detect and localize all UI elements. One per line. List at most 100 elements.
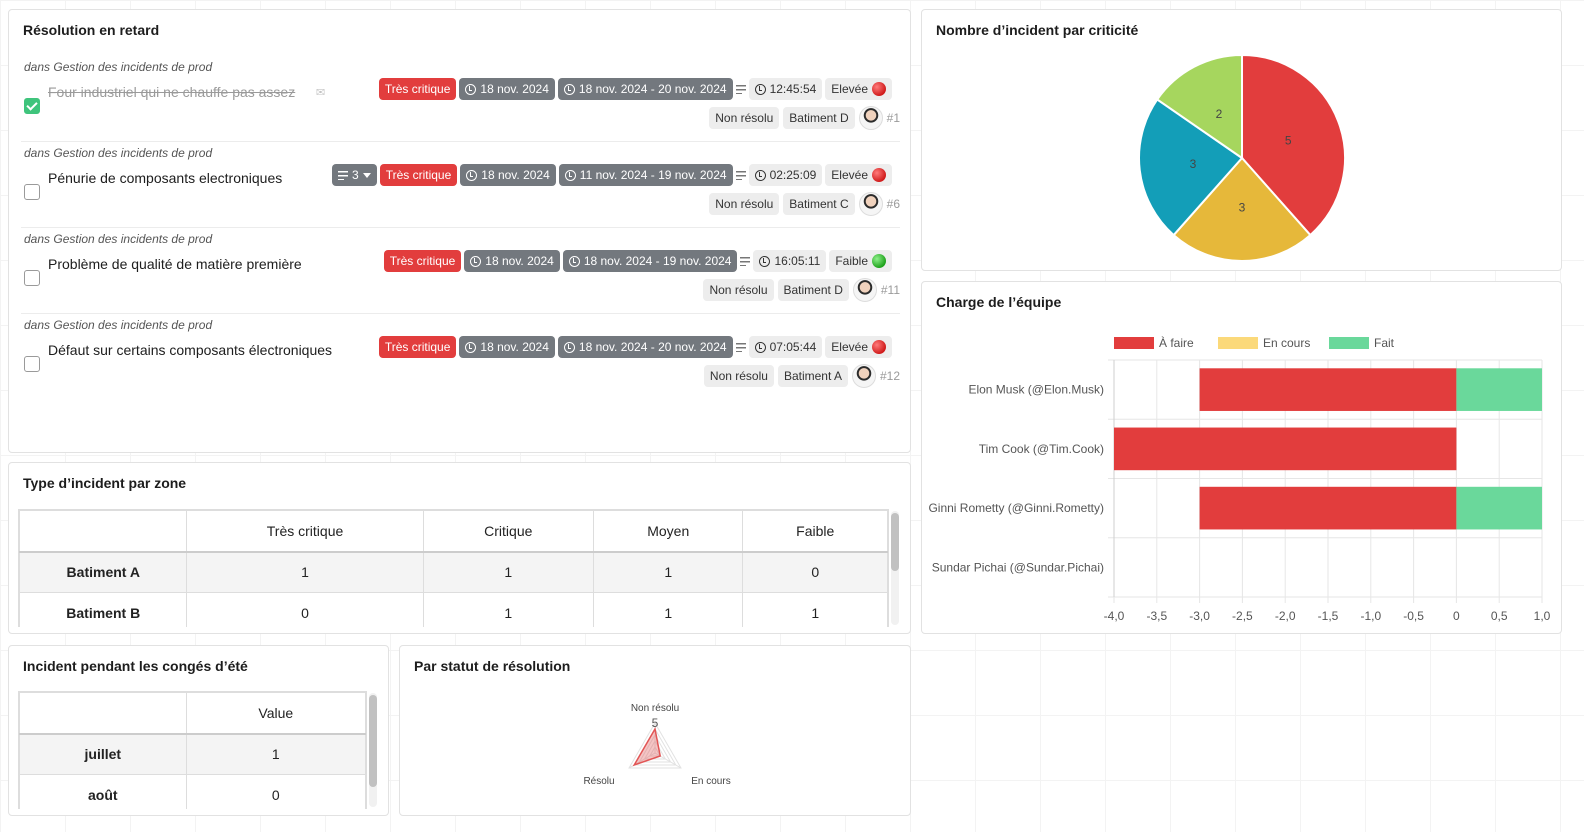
radar-grid	[648, 746, 662, 757]
status-tag[interactable]: Non résolu	[703, 279, 774, 301]
zone-table-scrollbar[interactable]	[891, 511, 899, 625]
created-date: 18 nov. 2024	[480, 82, 549, 96]
bar	[1456, 486, 1542, 530]
date-range-tag[interactable]: 11 nov. 2024 - 19 nov. 2024	[558, 164, 733, 186]
incident-row[interactable]: dans Gestion des incidents de prod Défau…	[21, 314, 900, 400]
radar-grid	[638, 734, 672, 763]
assignee-avatar[interactable]	[858, 192, 883, 216]
time-tag[interactable]: 16:05:11	[753, 250, 827, 272]
clock-icon	[754, 83, 766, 95]
criticality-badge[interactable]: Très critique	[378, 336, 457, 358]
legend-swatch	[1218, 337, 1258, 349]
incident-number: #11	[880, 283, 900, 297]
x-tick-label: -1,0	[1360, 609, 1381, 623]
priority-tag[interactable]: Faible	[829, 250, 892, 272]
incident-title[interactable]: Pénurie de composants electroniques	[48, 170, 283, 186]
assignee-avatar[interactable]	[851, 364, 876, 388]
table-cell: 1	[185, 733, 366, 775]
zone-table-wrapper[interactable]: Très critique Critique Moyen Faible Bati…	[18, 509, 889, 627]
pie-slice-label: 5	[1285, 133, 1292, 147]
x-tick-label: -0,5	[1403, 609, 1424, 623]
x-tick-label: -1,5	[1318, 609, 1339, 623]
bar	[1199, 368, 1457, 411]
radar-axis-label: Résolu	[583, 776, 614, 787]
location-tag[interactable]: Batiment A	[777, 365, 848, 387]
list-icon	[338, 170, 349, 180]
created-date: 18 nov. 2024	[481, 168, 550, 182]
incident-checkbox[interactable]	[24, 184, 40, 200]
radar-grid	[628, 722, 682, 769]
status-tag[interactable]: Non résolu	[709, 193, 780, 215]
column-header: Très critique	[186, 510, 424, 553]
status-tag[interactable]: Non résolu	[703, 365, 774, 387]
x-tick-label: -3,5	[1146, 609, 1167, 623]
priority-tag[interactable]: Elevée	[825, 336, 892, 358]
row-header: juillet	[19, 733, 187, 775]
criticality-badge[interactable]: Très critique	[383, 250, 462, 272]
radar-axis-label: En cours	[691, 776, 730, 787]
created-date-tag[interactable]: 18 nov. 2024	[459, 336, 555, 358]
summer-table-scrollbar[interactable]	[369, 693, 377, 807]
description-icon	[735, 84, 746, 94]
x-tick-label: -2,5	[1232, 609, 1253, 623]
incident-title[interactable]: Four industriel qui ne chauffe pas assez	[48, 84, 296, 100]
status-tag[interactable]: Non résolu	[709, 107, 780, 129]
priority-tag[interactable]: Elevée	[825, 164, 892, 186]
bar	[1199, 486, 1457, 530]
criticality-badge[interactable]: Très critique	[378, 78, 457, 100]
created-date-tag[interactable]: 18 nov. 2024	[459, 78, 555, 100]
date-range-tag[interactable]: 18 nov. 2024 - 20 nov. 2024	[557, 336, 733, 358]
date-range-tag[interactable]: 18 nov. 2024 - 19 nov. 2024	[562, 250, 738, 272]
radar-grid	[643, 739, 667, 760]
subtasks-tag[interactable]: 3	[332, 164, 377, 186]
date-range-tag[interactable]: 18 nov. 2024 - 20 nov. 2024	[557, 78, 733, 100]
incident-title[interactable]: Problème de qualité de matière première	[48, 256, 302, 272]
column-header	[19, 692, 187, 735]
time-tag[interactable]: 02:25:09	[748, 164, 823, 186]
criticality-badge[interactable]: Très critique	[379, 164, 458, 186]
pie-slice	[1172, 156, 1312, 262]
incident-checkbox[interactable]	[24, 356, 40, 372]
incident-context: dans Gestion des incidents de prod	[24, 60, 213, 74]
column-header: Value	[185, 692, 366, 735]
incident-row[interactable]: dans Gestion des incidents de prod Probl…	[21, 228, 900, 314]
created-date: 18 nov. 2024	[485, 254, 554, 268]
assignee-avatar[interactable]	[858, 106, 883, 130]
incident-checkbox[interactable]	[24, 270, 40, 286]
column-header: Moyen	[592, 510, 744, 553]
pie-slice-label: 2	[1216, 107, 1223, 121]
summer-table-wrapper[interactable]: Value juillet 1 août 0	[18, 691, 367, 809]
incident-number: #12	[879, 369, 900, 383]
time-value: 07:05:44	[769, 340, 817, 354]
incident-row[interactable]: dans Gestion des incidents de prod Pénur…	[21, 142, 900, 228]
note-icon: ✉	[316, 87, 326, 99]
time-value: 02:25:09	[769, 168, 817, 182]
assignee-avatar[interactable]	[852, 278, 877, 302]
incident-title[interactable]: Défaut sur certains composants électroni…	[48, 342, 333, 358]
criticality-pie-card: Nombre d’incident par criticité 5 3 3 2	[921, 9, 1562, 271]
clock-icon	[759, 255, 771, 267]
time-value: 16:05:11	[774, 254, 821, 268]
row-header: Batiment A	[19, 551, 188, 593]
pie-slice-label: 3	[1239, 200, 1246, 214]
location-tag[interactable]: Batiment D	[777, 279, 849, 301]
clock-icon	[563, 341, 575, 353]
y-tick-label: Tim Cook (@Tim.Cook)	[979, 442, 1104, 456]
time-tag[interactable]: 07:05:44	[748, 336, 823, 358]
created-date-tag[interactable]: 18 nov. 2024	[464, 250, 560, 272]
time-tag[interactable]: 12:45:54	[748, 78, 823, 100]
incident-number: #1	[886, 111, 900, 125]
location-tag[interactable]: Batiment D	[783, 107, 855, 129]
late-resolution-title: Résolution en retard	[23, 22, 160, 38]
location-tag[interactable]: Batiment C	[783, 193, 855, 215]
incident-checkbox[interactable]	[24, 98, 40, 114]
priority-tag[interactable]: Elevée	[825, 78, 892, 100]
legend-swatch	[1114, 337, 1154, 349]
pie-slice	[1138, 98, 1244, 237]
incident-row[interactable]: dans Gestion des incidents de prod Four …	[21, 56, 900, 142]
date-range: 11 nov. 2024 - 19 nov. 2024	[579, 168, 727, 182]
scrollbar-thumb[interactable]	[369, 695, 377, 787]
created-date-tag[interactable]: 18 nov. 2024	[460, 164, 556, 186]
table-row: juillet 1	[19, 733, 366, 775]
scrollbar-thumb[interactable]	[891, 513, 899, 571]
